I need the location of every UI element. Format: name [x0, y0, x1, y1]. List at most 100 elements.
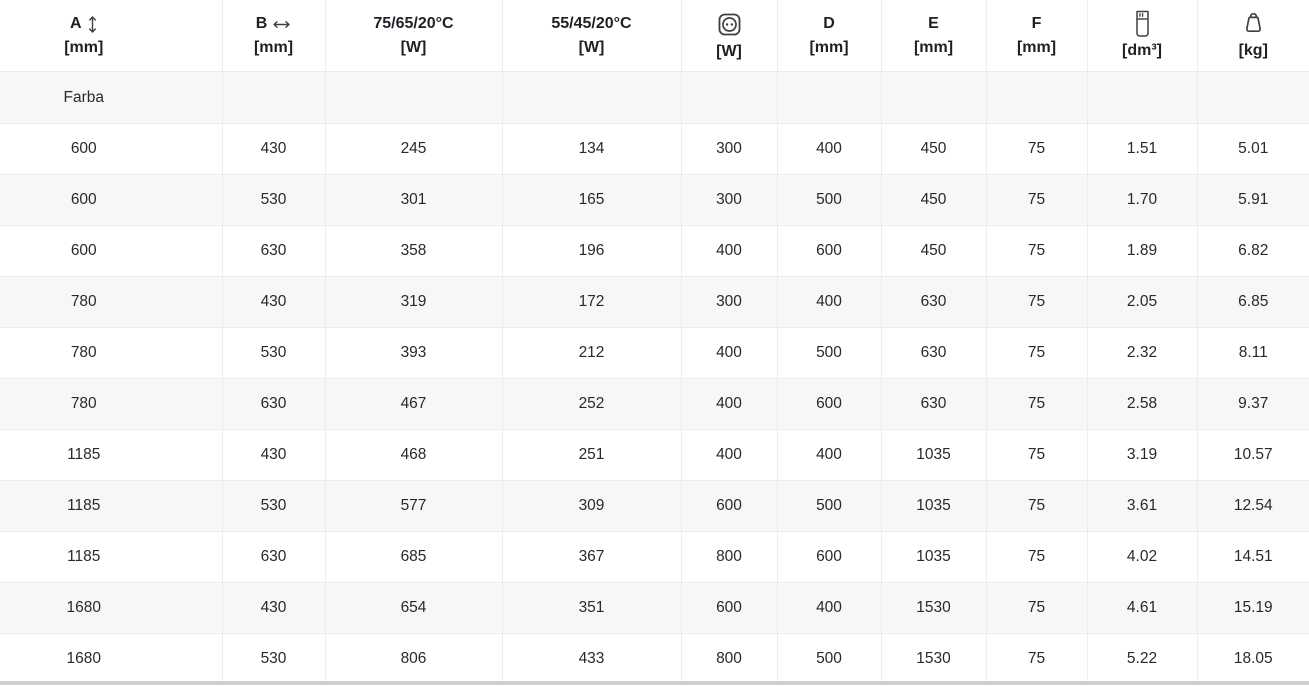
cell-output-75-65-20: 301 [324, 174, 503, 226]
cell-weight: 12.54 [1196, 480, 1309, 532]
table-row: 780 630 467 252 400 600 630 75 2.58 9.37 [0, 378, 1309, 430]
cell-f: 75 [985, 378, 1088, 430]
column-header-a: A [mm] [0, 0, 223, 72]
cell-e: 630 [880, 327, 987, 379]
table-row: 780 530 393 212 400 500 630 75 2.32 8.11 [0, 327, 1309, 379]
cell-f: 75 [985, 531, 1088, 583]
cell-output-75-65-20: 358 [324, 225, 503, 277]
column-title: B [256, 13, 292, 35]
column-title: D [823, 13, 835, 35]
cell-a: 1680 [0, 582, 223, 634]
cell-d: 600 [776, 531, 882, 583]
cell-output-75-65-20: 245 [324, 123, 503, 175]
cell-output-75-65-20: 393 [324, 327, 503, 379]
cell-d: 500 [776, 174, 882, 226]
empty-cell [1086, 71, 1198, 124]
table-row: 600 630 358 196 400 600 450 75 1.89 6.82 [0, 225, 1309, 277]
farba-row: Farba [0, 71, 1309, 124]
horizontal-scrollbar[interactable] [0, 681, 1309, 685]
cell-a: 780 [0, 276, 223, 328]
cell-b: 630 [221, 378, 326, 430]
cell-power: 400 [680, 378, 778, 430]
column-label: A [69, 15, 82, 32]
column-unit: [mm] [809, 39, 849, 56]
column-title: E [928, 13, 939, 35]
cell-f: 75 [985, 429, 1088, 481]
cell-volume: 4.61 [1086, 582, 1198, 634]
cell-weight: 18.05 [1196, 633, 1309, 685]
cell-output-75-65-20: 468 [324, 429, 503, 481]
cell-d: 500 [776, 633, 882, 685]
cell-output-55-45-20: 367 [501, 531, 682, 583]
table-row: 1185 430 468 251 400 400 1035 75 3.19 10.57 [0, 429, 1309, 481]
column-unit: [dm³] [1122, 42, 1162, 59]
cell-b: 630 [221, 225, 326, 277]
column-header-output-75-65-20: 75/65/20°C [W] [324, 0, 503, 72]
cell-output-75-65-20: 806 [324, 633, 503, 685]
column-header-power: [W] [680, 0, 778, 72]
cell-volume: 1.51 [1086, 123, 1198, 175]
column-header-f: F [mm] [985, 0, 1088, 72]
cell-e: 1035 [880, 531, 987, 583]
cell-a: 1185 [0, 429, 223, 481]
empty-cell [221, 71, 326, 124]
cell-f: 75 [985, 174, 1088, 226]
width-arrow-icon [272, 19, 291, 30]
cell-output-55-45-20: 309 [501, 480, 682, 532]
column-title: 55/45/20°C [551, 13, 631, 35]
empty-cell [324, 71, 503, 124]
cell-e: 1035 [880, 429, 987, 481]
cell-volume: 2.05 [1086, 276, 1198, 328]
cell-b: 530 [221, 174, 326, 226]
table-row: 600 430 245 134 300 400 450 75 1.51 5.01 [0, 123, 1309, 175]
column-title [1134, 10, 1151, 38]
column-header-weight: [kg] [1196, 0, 1309, 72]
cell-power: 300 [680, 276, 778, 328]
table-row: 1680 530 806 433 800 500 1530 75 5.22 18.05 [0, 633, 1309, 685]
cell-b: 530 [221, 633, 326, 685]
table-body: Farba 600 430 245 134 300 400 450 75 1.51 5.01 600 5… [0, 71, 1309, 685]
cell-weight: 10.57 [1196, 429, 1309, 481]
column-label: 55/45/20°C [551, 15, 632, 32]
column-title [1240, 10, 1267, 38]
cell-f: 75 [985, 123, 1088, 175]
cell-output-55-45-20: 196 [501, 225, 682, 277]
column-unit: [mm] [913, 39, 954, 56]
cell-b: 630 [221, 531, 326, 583]
empty-cell [985, 71, 1088, 124]
cell-d: 400 [776, 582, 882, 634]
cell-volume: 5.22 [1086, 633, 1198, 685]
cell-e: 1035 [880, 480, 987, 532]
empty-cell [880, 71, 987, 124]
cell-a: 780 [0, 378, 223, 430]
cell-e: 450 [880, 123, 987, 175]
cell-f: 75 [985, 327, 1088, 379]
cell-output-55-45-20: 165 [501, 174, 682, 226]
column-title: F [1032, 13, 1042, 35]
cell-power: 800 [680, 633, 778, 685]
table-row: 780 430 319 172 300 400 630 75 2.05 6.85 [0, 276, 1309, 328]
cell-power: 300 [680, 174, 778, 226]
cell-output-55-45-20: 212 [501, 327, 682, 379]
cell-output-75-65-20: 654 [324, 582, 503, 634]
column-header-e: E [mm] [880, 0, 987, 72]
column-label: E [928, 15, 939, 32]
cell-f: 75 [985, 633, 1088, 685]
cell-output-75-65-20: 467 [324, 378, 503, 430]
column-label: D [823, 15, 835, 32]
cell-volume: 3.19 [1086, 429, 1198, 481]
cell-output-55-45-20: 252 [501, 378, 682, 430]
cell-output-75-65-20: 685 [324, 531, 503, 583]
cell-d: 400 [776, 123, 882, 175]
table-row: 1185 630 685 367 800 600 1035 75 4.02 14.51 [0, 531, 1309, 583]
cell-f: 75 [985, 276, 1088, 328]
cell-e: 1530 [880, 582, 987, 634]
cell-volume: 2.58 [1086, 378, 1198, 430]
empty-cell [1196, 71, 1309, 124]
cell-output-75-65-20: 577 [324, 480, 503, 532]
column-label: 75/65/20°C [373, 15, 454, 32]
column-title [715, 10, 744, 39]
cell-power: 300 [680, 123, 778, 175]
cell-e: 630 [880, 276, 987, 328]
